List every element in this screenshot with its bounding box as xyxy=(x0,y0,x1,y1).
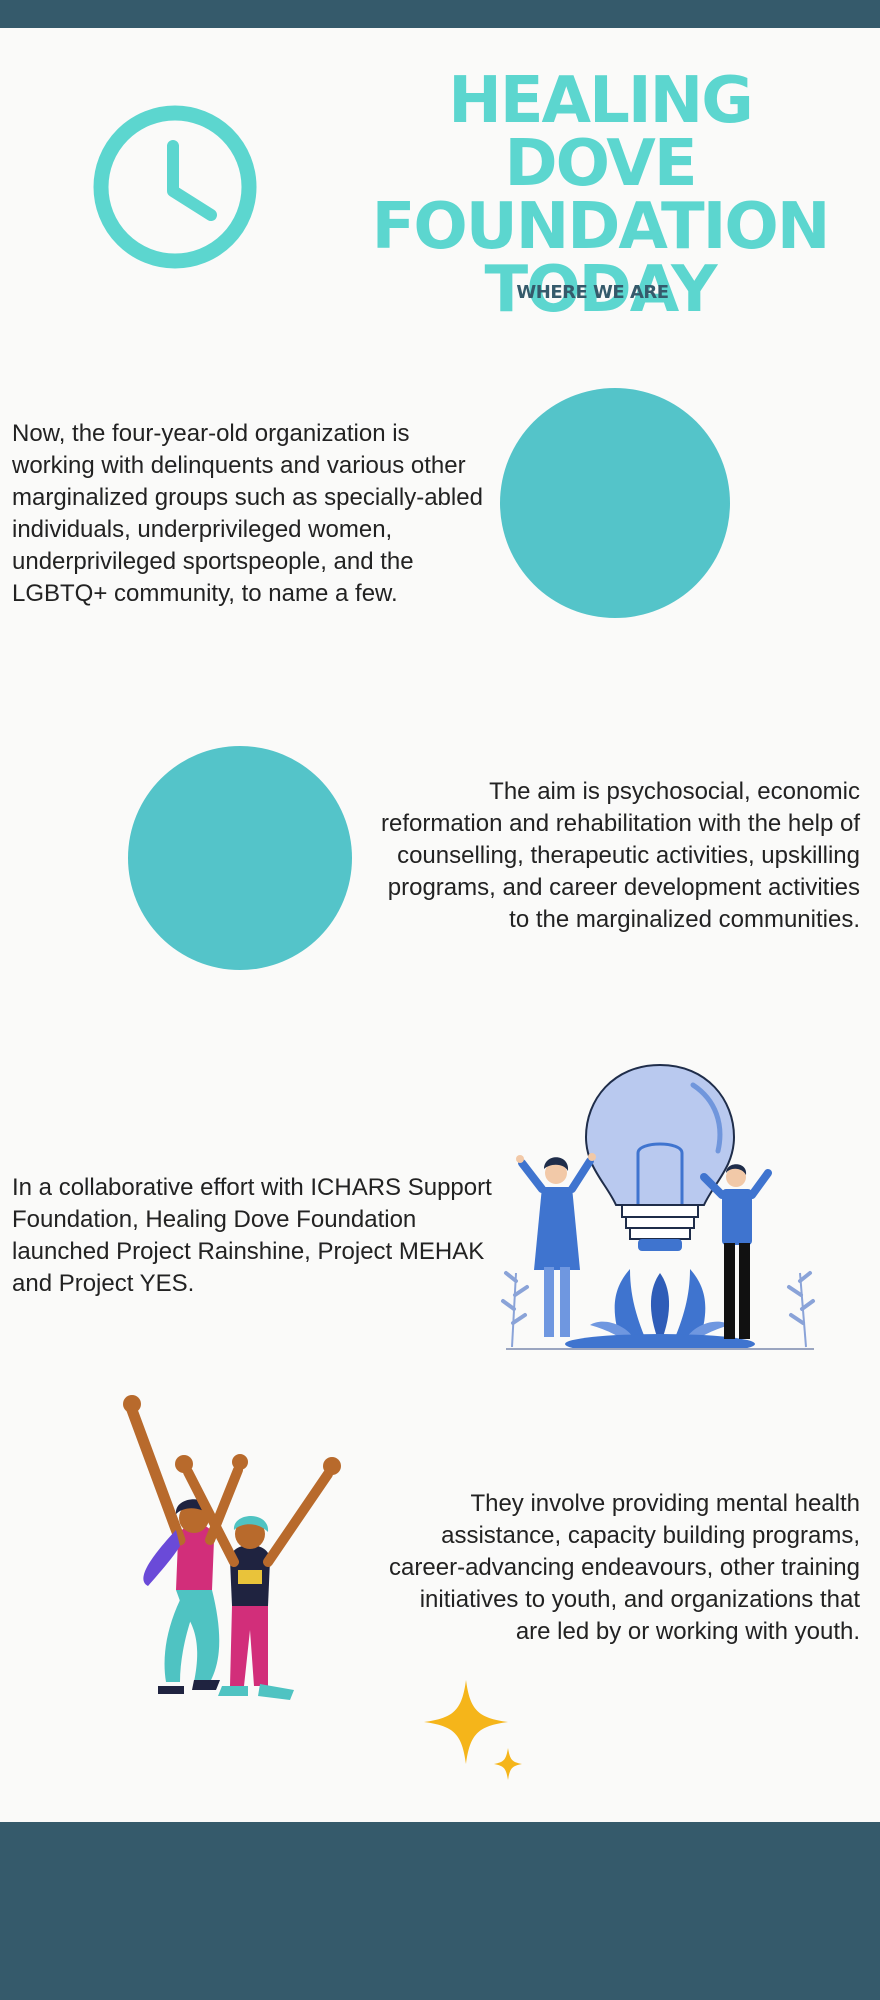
decorative-circle-1 xyxy=(500,388,730,618)
section-2-text: The aim is psychosocial, economic reform… xyxy=(381,778,860,933)
dancing-people-illustration xyxy=(123,1395,341,1700)
light-bulb-people-illustration xyxy=(501,1063,815,1350)
clock-icon xyxy=(93,105,257,269)
sparkle-star-icon xyxy=(424,1680,522,1780)
section-4-text: They involve providing mental health ass… xyxy=(389,1490,860,1645)
page-subtitle: WHERE WE ARE xyxy=(516,282,669,303)
footer-band xyxy=(0,1822,880,2000)
decorative-circle-2 xyxy=(128,746,352,970)
section-1-text: Now, the four-year-old organization is w… xyxy=(12,420,483,607)
section-3-text: In a collaborative effort with ICHARS Su… xyxy=(12,1174,492,1297)
page-title: HEALING DOVE FOUNDATION TODAY xyxy=(371,64,831,327)
top-bar xyxy=(0,0,880,28)
